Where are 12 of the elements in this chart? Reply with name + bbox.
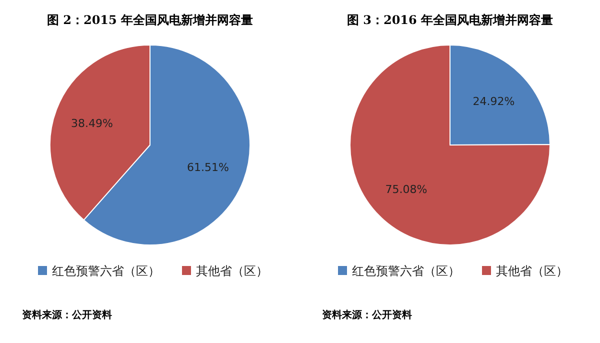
legend-label: 红色预警六省（区） [352,264,460,278]
data-label: 38.49% [71,117,113,130]
data-label: 24.92% [472,95,515,108]
data-label: 61.51% [187,160,229,174]
legend-label: 红色预警六省（区） [52,264,160,278]
chart-title: 图 2：2015 年全国风电新增并网容量 [46,13,254,27]
legend-label: 其他省（区） [496,264,568,278]
legend-label: 其他省（区） [196,264,268,278]
chart-title: 图 3：2016 年全国风电新增并网容量 [346,13,554,27]
data-label: 75.08% [385,182,428,196]
text: 资料来源：公开资料 [322,309,412,321]
text: 资料来源：公开资料 [22,309,112,321]
